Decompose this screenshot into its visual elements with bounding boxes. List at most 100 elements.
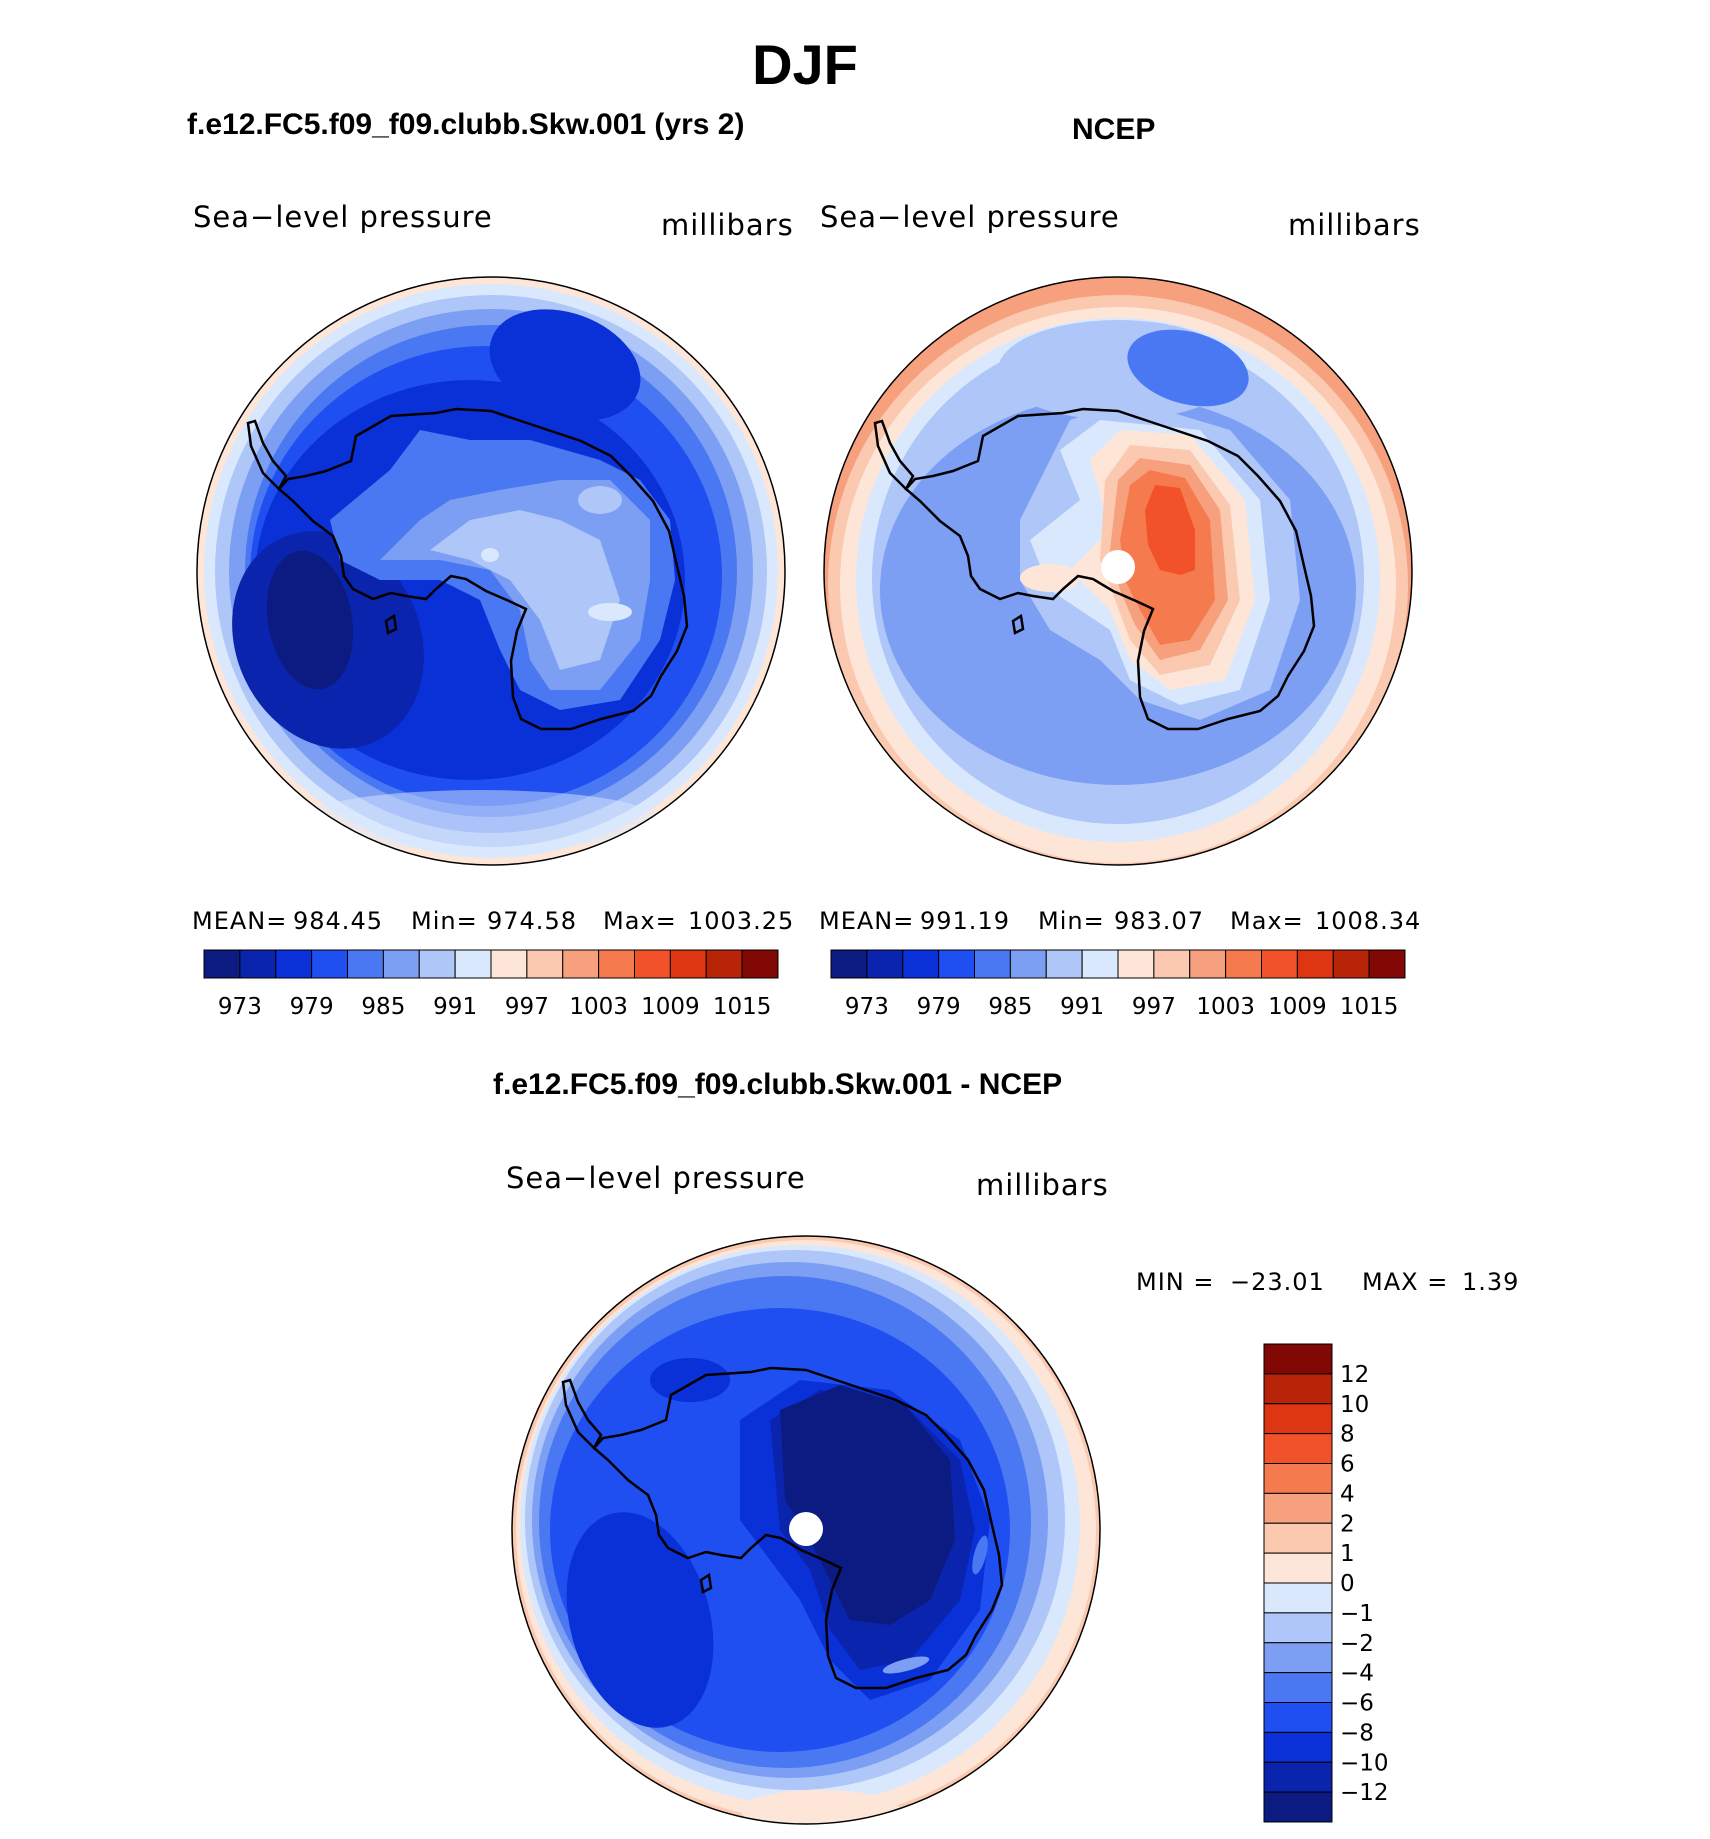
obs-colorbar-swatch (830, 949, 868, 979)
diff-colorbar-tick-label: 6 (1340, 1452, 1355, 1478)
model-colorbar-swatch (454, 949, 492, 979)
obs-colorbar-swatch (974, 949, 1011, 979)
diff-colorbar-swatch (1263, 1702, 1333, 1733)
obs-panel-title: NCEP (1072, 113, 1156, 146)
obs-colorbar-swatch (1296, 949, 1334, 979)
diff-colorbar-tick-label: −8 (1340, 1720, 1374, 1746)
diff-colorbar-swatch (1263, 1791, 1333, 1823)
obs-colorbar-tick-label: 973 (845, 994, 889, 1020)
model-colorbar-swatch (741, 949, 779, 979)
obs-colorbar-swatch (1117, 949, 1155, 979)
model-min-label: Min= (411, 907, 478, 935)
model-colorbar-swatch (275, 949, 313, 979)
obs-min-label: Min= (1038, 907, 1105, 935)
obs-map (823, 276, 1413, 866)
diff-colorbar-tick-label: 4 (1340, 1481, 1355, 1507)
model-colorbar-swatch (311, 949, 348, 979)
model-colorbar-swatch (347, 949, 384, 979)
obs-max-value: 1008.34 (1315, 907, 1422, 935)
diff-min-value: −23.01 (1230, 1268, 1325, 1296)
pole-marker-icon (1101, 550, 1135, 584)
diff-colorbar-tick-label: −1 (1340, 1601, 1374, 1627)
diff-colorbar-tick-label: −12 (1340, 1780, 1389, 1806)
pole-marker-icon (789, 1512, 823, 1546)
model-colorbar-tick-label: 1009 (641, 994, 700, 1020)
obs-colorbar-tick-label: 985 (988, 994, 1032, 1020)
model-colorbar-swatch (598, 949, 635, 979)
obs-max-label: Max= (1230, 907, 1304, 935)
model-colorbar-tick-label: 1003 (569, 994, 628, 1020)
obs-colorbar-swatch (902, 949, 940, 979)
model-colorbar-tick-label: 985 (361, 994, 405, 1020)
diff-colorbar-tick-label: 12 (1340, 1362, 1369, 1388)
diff-panel-title: f.e12.FC5.f09_f09.clubb.Skw.001 - NCEP (493, 1068, 1063, 1101)
obs-colorbar-tick-label: 979 (917, 994, 961, 1020)
diff-colorbar-tick-label: −2 (1340, 1631, 1374, 1657)
obs-colorbar-swatch (1009, 949, 1047, 979)
obs-colorbar-swatch (1332, 949, 1370, 979)
model-panel-title: f.e12.FC5.f09_f09.clubb.Skw.001 (yrs 2) (187, 108, 745, 141)
diff-colorbar-swatch (1263, 1761, 1333, 1793)
model-colorbar-swatch (562, 949, 600, 979)
figure-title: DJF (752, 33, 858, 96)
obs-colorbar-swatch (1261, 949, 1298, 979)
diff-colorbar-tick-label: −10 (1340, 1750, 1389, 1776)
model-colorbar-swatch (203, 949, 241, 979)
model-variable-label: Sea−level pressure (193, 200, 493, 234)
obs-colorbar-swatch (1081, 949, 1119, 979)
obs-colorbar-tick-label: 997 (1132, 994, 1176, 1020)
obs-colorbar-swatch (866, 949, 904, 979)
diff-colorbar-tick-label: 10 (1340, 1392, 1369, 1418)
model-colorbar-swatch (418, 949, 456, 979)
obs-colorbar-tick-label: 1009 (1268, 994, 1327, 1020)
diff-colorbar-tick-label: −6 (1340, 1691, 1374, 1717)
diff-colorbar-swatch (1263, 1582, 1333, 1614)
diff-colorbar-swatch (1263, 1672, 1333, 1703)
model-colorbar-tick-label: 997 (505, 994, 549, 1020)
model-colorbar-swatch (382, 949, 420, 979)
obs-colorbar: 973 979 985 991 997 1003 1009 1015 (830, 949, 1406, 1020)
diff-colorbar-swatch (1263, 1373, 1333, 1405)
obs-units-label: millibars (1288, 208, 1421, 242)
diff-colorbar-tick-label: 2 (1340, 1511, 1355, 1537)
model-colorbar-swatch (490, 949, 528, 979)
model-colorbar-tick-label: 973 (218, 994, 262, 1020)
obs-mean-label: MEAN= (819, 907, 915, 935)
diff-max-label: MAX = (1362, 1268, 1449, 1296)
diff-colorbar-swatch (1263, 1403, 1333, 1435)
model-max-value: 1003.25 (688, 907, 795, 935)
obs-colorbar-swatch (938, 949, 975, 979)
model-colorbar-swatch (239, 949, 277, 979)
diff-colorbar-swatch (1263, 1343, 1333, 1375)
diff-min-label: MIN = (1136, 1268, 1215, 1296)
obs-colorbar-swatch (1189, 949, 1227, 979)
obs-mean-value: 991.19 (920, 907, 1010, 935)
obs-variable-label: Sea−level pressure (820, 200, 1120, 234)
model-colorbar-swatch (634, 949, 671, 979)
obs-colorbar-tick-label: 1003 (1196, 994, 1255, 1020)
diff-colorbar-swatch (1263, 1642, 1333, 1674)
diff-max-value: 1.39 (1462, 1268, 1520, 1296)
diff-colorbar-swatch (1263, 1552, 1333, 1584)
diff-map (511, 1235, 1101, 1825)
diff-units-label: millibars (976, 1168, 1109, 1202)
obs-colorbar-tick-label: 1015 (1340, 994, 1399, 1020)
diff-colorbar-swatch (1263, 1433, 1333, 1464)
diff-colorbar-tick-label: 0 (1340, 1571, 1355, 1597)
diff-colorbar-tick-label: 1 (1340, 1541, 1355, 1567)
model-colorbar-swatch (705, 949, 743, 979)
obs-colorbar-swatch (1045, 949, 1083, 979)
model-min-value: 974.58 (487, 907, 577, 935)
model-colorbar-swatch (526, 949, 564, 979)
diff-colorbar-swatch (1263, 1731, 1333, 1763)
obs-min-value: 983.07 (1114, 907, 1204, 935)
diff-colorbar-swatch (1263, 1463, 1333, 1494)
model-colorbar-tick-label: 991 (433, 994, 477, 1020)
model-max-label: Max= (603, 907, 677, 935)
model-colorbar-tick-label: 1015 (713, 994, 772, 1020)
model-colorbar-tick-label: 979 (290, 994, 334, 1020)
model-units-label: millibars (661, 208, 794, 242)
diff-colorbar-swatch (1263, 1492, 1333, 1524)
